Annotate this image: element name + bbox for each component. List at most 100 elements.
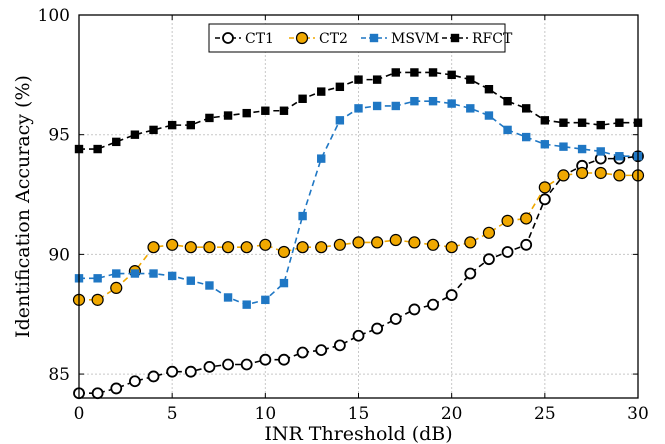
x-tick-label: 0: [74, 404, 85, 424]
data-point-rfct: [131, 130, 139, 138]
data-point-msvm: [392, 102, 400, 110]
data-point-rfct: [410, 68, 418, 76]
data-point-msvm: [224, 293, 232, 301]
data-point-ct2: [92, 294, 103, 305]
data-point-ct1: [260, 355, 270, 365]
legend-marker-ct2: [297, 33, 308, 44]
data-point-rfct: [354, 75, 362, 83]
data-point-ct2: [167, 239, 178, 250]
data-point-ct1: [130, 376, 140, 386]
data-point-msvm: [559, 142, 567, 150]
data-point-msvm: [541, 140, 549, 148]
data-point-msvm: [280, 279, 288, 287]
x-tick-label: 5: [167, 404, 178, 424]
data-point-ct1: [391, 314, 401, 324]
data-point-ct2: [111, 282, 122, 293]
data-point-rfct: [149, 126, 157, 134]
data-point-rfct: [392, 68, 400, 76]
data-point-rfct: [205, 114, 213, 122]
data-point-ct1: [372, 324, 382, 334]
data-point-rfct: [597, 121, 605, 129]
data-point-msvm: [485, 111, 493, 119]
data-point-ct2: [297, 242, 308, 253]
data-point-ct1: [335, 340, 345, 350]
data-point-ct2: [595, 167, 606, 178]
data-point-ct2: [614, 170, 625, 181]
data-point-msvm: [578, 145, 586, 153]
data-point-msvm: [168, 272, 176, 280]
data-point-ct2: [502, 215, 513, 226]
data-point-msvm: [410, 97, 418, 105]
data-point-rfct: [243, 109, 251, 117]
data-point-rfct: [298, 95, 306, 103]
data-point-msvm: [112, 269, 120, 277]
data-point-ct2: [316, 242, 327, 253]
data-point-ct2: [241, 242, 252, 253]
data-point-ct1: [428, 300, 438, 310]
legend-marker-ct1: [223, 33, 233, 43]
data-point-ct2: [260, 239, 271, 250]
data-point-ct2: [223, 242, 234, 253]
data-point-msvm: [243, 300, 251, 308]
data-point-rfct: [112, 138, 120, 146]
data-point-rfct: [93, 145, 101, 153]
data-point-rfct: [261, 107, 269, 115]
axis-ticks: 0 5 10 15 20 25 30 85 90 95 100: [38, 6, 649, 424]
data-point-rfct: [224, 111, 232, 119]
data-point-rfct: [373, 75, 381, 83]
data-point-ct2: [446, 242, 457, 253]
x-axis-label: INR Threshold (dB): [264, 423, 452, 444]
data-point-ct2: [372, 237, 383, 248]
data-point-msvm: [336, 116, 344, 124]
legend-label-ct2: CT2: [319, 31, 348, 47]
data-point-msvm: [447, 99, 455, 107]
data-point-ct2: [409, 237, 420, 248]
data-point-ct2: [353, 237, 364, 248]
data-point-rfct: [503, 97, 511, 105]
x-tick-label: 30: [627, 404, 649, 424]
data-point-rfct: [447, 71, 455, 79]
data-point-msvm: [615, 152, 623, 160]
x-tick-label: 25: [534, 404, 556, 424]
data-point-ct2: [204, 242, 215, 253]
data-point-msvm: [298, 212, 306, 220]
y-tick-label: 85: [48, 365, 70, 385]
data-point-rfct: [466, 75, 474, 83]
data-point-msvm: [354, 104, 362, 112]
data-point-msvm: [466, 104, 474, 112]
legend-label-msvm: MSVM: [391, 31, 439, 47]
data-point-ct2: [334, 239, 345, 250]
legend: CT1 CT2 MSVM RFCT: [209, 24, 513, 52]
data-point-ct2: [558, 170, 569, 181]
data-point-msvm: [522, 133, 530, 141]
data-point-msvm: [205, 281, 213, 289]
data-point-msvm: [597, 147, 605, 155]
y-tick-label: 90: [48, 245, 70, 265]
data-point-rfct: [559, 119, 567, 127]
data-point-msvm: [93, 274, 101, 282]
data-point-rfct: [168, 121, 176, 129]
data-point-msvm: [131, 269, 139, 277]
x-tick-label: 15: [348, 404, 370, 424]
data-point-ct1: [465, 269, 475, 279]
data-point-msvm: [317, 154, 325, 162]
data-point-ct2: [465, 237, 476, 248]
data-point-ct1: [93, 388, 103, 398]
data-point-ct2: [577, 167, 588, 178]
data-point-rfct: [336, 83, 344, 91]
data-point-ct1: [447, 290, 457, 300]
data-point-rfct: [280, 107, 288, 115]
data-point-ct1: [503, 247, 513, 257]
data-point-rfct: [522, 104, 530, 112]
data-point-rfct: [317, 87, 325, 95]
data-point-ct1: [409, 304, 419, 314]
data-point-ct1: [111, 383, 121, 393]
data-point-ct2: [390, 235, 401, 246]
data-point-ct1: [279, 355, 289, 365]
data-point-rfct: [615, 119, 623, 127]
data-point-ct1: [354, 331, 364, 341]
legend-marker-rfct: [451, 34, 459, 42]
data-point-msvm: [503, 126, 511, 134]
data-point-ct1: [484, 254, 494, 264]
